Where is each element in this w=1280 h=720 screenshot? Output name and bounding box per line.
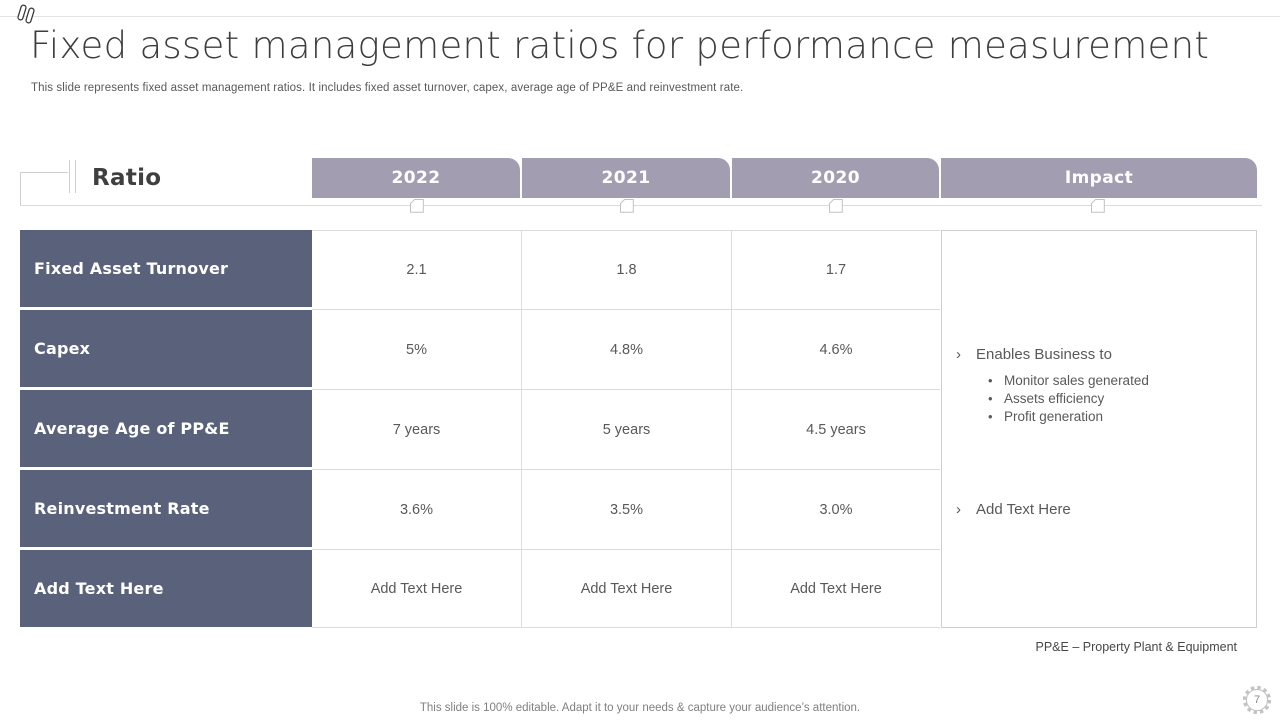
cell-reinvestment-2022: 3.6%: [312, 470, 521, 550]
gear-icon: [1242, 685, 1272, 715]
ratio-bracket-horizontal: [20, 172, 68, 173]
dot-bullet-icon: •: [988, 373, 993, 388]
column-header-2020: 2020: [732, 158, 939, 198]
cell-average-age-2021: 5 years: [521, 390, 731, 470]
impact-cell: › Enables Business to • Monitor sales ge…: [941, 230, 1257, 628]
impact-placeholder-text[interactable]: Add Text Here: [976, 501, 1071, 518]
header-marker-line: [20, 205, 1262, 206]
cell-capex-2020: 4.6%: [731, 310, 940, 390]
page-marker-icon: [410, 199, 424, 213]
impact-bullet-text: Enables Business to: [976, 346, 1112, 363]
cell-fixed-asset-turnover-2020: 1.7: [731, 230, 940, 310]
row-label-reinvestment-rate: Reinvestment Rate: [20, 470, 312, 547]
impact-subitem: • Profit generation: [988, 408, 1103, 426]
chevron-bullet-icon: ›: [956, 346, 961, 363]
column-header-impact: Impact: [941, 158, 1257, 198]
row-label-capex: Capex: [20, 310, 312, 387]
cell-fixed-asset-turnover-2021: 1.8: [521, 230, 731, 310]
editable-disclaimer: This slide is 100% editable. Adapt it to…: [419, 702, 861, 714]
cell-capex-2022: 5%: [312, 310, 521, 390]
dot-bullet-icon: •: [988, 391, 993, 406]
dot-bullet-icon: •: [988, 409, 993, 424]
ppe-footnote: PP&E – Property Plant & Equipment: [1035, 640, 1238, 654]
impact-subitem: • Monitor sales generated: [988, 372, 1149, 390]
chevron-bullet-icon: ›: [956, 501, 961, 518]
impact-subitem: • Assets efficiency: [988, 390, 1104, 408]
slide-title: Fixed asset management ratios for perfor…: [30, 24, 1210, 67]
cell-reinvestment-2020: 3.0%: [731, 470, 940, 550]
cell-average-age-2020: 4.5 years: [731, 390, 940, 470]
row-label-fixed-asset-turnover: Fixed Asset Turnover: [20, 230, 312, 307]
page-marker-icon: [829, 199, 843, 213]
ratio-corner-header: Ratio: [92, 165, 162, 191]
cell-placeholder-2022[interactable]: Add Text Here: [312, 550, 521, 628]
row-label-placeholder[interactable]: Add Text Here: [20, 550, 312, 627]
slide-subtitle: This slide represents fixed asset manage…: [31, 82, 744, 94]
slanted-bars-logo-icon: [17, 4, 35, 24]
page-marker-icon: [1091, 199, 1105, 213]
page-marker-icon: [620, 199, 634, 213]
column-header-2021: 2021: [522, 158, 730, 198]
ratio-bracket-double-line: [69, 160, 76, 193]
cell-reinvestment-2021: 3.5%: [521, 470, 731, 550]
row-label-average-age-ppe: Average Age of PP&E: [20, 390, 312, 467]
top-divider-line: [0, 16, 1280, 17]
column-header-2022: 2022: [312, 158, 520, 198]
ratio-bracket-vertical: [20, 172, 21, 206]
impact-bullet-add-text: › Add Text Here: [956, 501, 1071, 518]
cell-fixed-asset-turnover-2022: 2.1: [312, 230, 521, 310]
cell-average-age-2022: 7 years: [312, 390, 521, 470]
impact-subitem-text: Assets efficiency: [1004, 391, 1105, 406]
cell-capex-2021: 4.8%: [521, 310, 731, 390]
cell-placeholder-2020[interactable]: Add Text Here: [731, 550, 940, 628]
cell-placeholder-2021[interactable]: Add Text Here: [521, 550, 731, 628]
page-number: 7: [1253, 694, 1261, 706]
impact-subitem-text: Monitor sales generated: [1004, 373, 1149, 388]
impact-bullet-enables-business: › Enables Business to: [956, 346, 1112, 363]
impact-subitem-text: Profit generation: [1004, 409, 1104, 424]
